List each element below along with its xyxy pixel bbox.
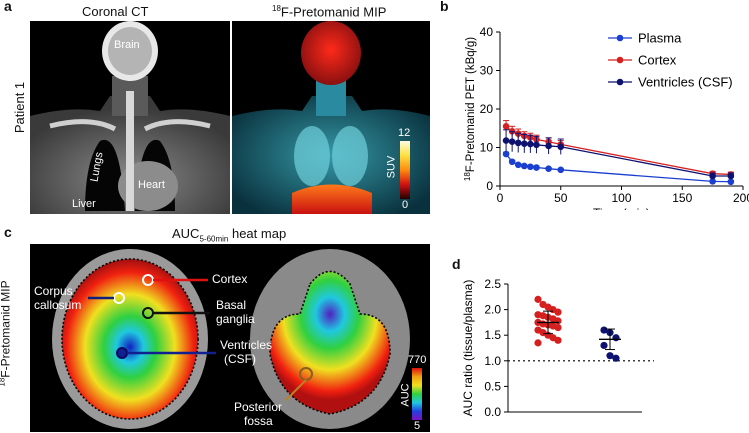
legend-label-0: Plasma	[638, 31, 682, 46]
data-point	[545, 165, 552, 172]
pretomanid-row-label: 18F-Pretomanid MIP	[0, 280, 13, 387]
group-1-point	[600, 341, 608, 350]
legend-label-1: Cortex	[638, 53, 677, 68]
coronal-ct-title: Coronal CT	[82, 4, 149, 19]
region-label-corpus-2: callosum	[34, 298, 82, 312]
panel-d-letter: d	[452, 256, 461, 272]
data-point	[508, 138, 516, 146]
suv-scale-unit: SUV	[385, 155, 398, 179]
y-tick-label: 40	[480, 25, 494, 39]
region-label-posterior-1: Posterior	[234, 400, 283, 414]
data-point	[514, 139, 522, 147]
data-point	[545, 142, 552, 150]
group-0-point	[554, 336, 562, 344]
region-label-basal-1: Basal	[216, 298, 247, 312]
mip-image: 12 0 SUV	[232, 21, 430, 214]
y-tick-label: 10	[480, 141, 494, 155]
auc-heatmap-image: Cortex Corpus callosum Basal ganglia Ven…	[30, 244, 430, 432]
data-point	[709, 178, 716, 185]
data-point	[527, 140, 534, 148]
data-point	[514, 161, 522, 169]
data-point	[533, 141, 540, 149]
y-axis-label-text: F-Pretomanid PET (kBq/g)	[465, 37, 477, 172]
y-tick-label: 2.5	[484, 277, 501, 291]
y-axis-label-sup: 18	[463, 172, 472, 181]
region-label-posterior-2: fossa	[244, 414, 273, 428]
region-label-ventricles-2: (CSF)	[224, 352, 256, 366]
y-axis-label: AUC ratio (tissue/plasma)	[461, 280, 475, 417]
y-tick-label: 0	[486, 179, 493, 193]
group-0-point	[534, 295, 542, 303]
group-1-point	[612, 354, 620, 362]
y-tick-label: 0.0	[484, 405, 501, 419]
x-tick-label: 0	[497, 191, 504, 205]
data-point	[533, 164, 540, 171]
mip-title: 18F-Pretomanid MIP	[272, 4, 387, 20]
legend-marker-0	[616, 34, 624, 42]
data-point	[557, 143, 565, 151]
region-label-ventricles-1: Ventricles	[220, 338, 273, 352]
data-point	[521, 140, 528, 147]
region-label-basal-2: ganglia	[216, 312, 255, 326]
group-1-point	[606, 352, 614, 360]
y-tick-label: 20	[480, 102, 494, 116]
suv-scale-top: 12	[398, 127, 411, 139]
region-label-cortex: Cortex	[212, 272, 248, 286]
organ-label-heart: Heart	[138, 179, 165, 191]
group-1-point	[612, 334, 620, 342]
data-point	[727, 178, 735, 186]
group-0-point	[534, 339, 542, 347]
x-tick-label: 200	[733, 191, 749, 205]
auc-scale-bottom: 5	[414, 420, 421, 432]
legend-marker-2	[616, 78, 624, 86]
x-axis-label: Time (min)	[593, 206, 650, 210]
group-0-point	[554, 308, 562, 316]
group-1-point	[600, 326, 608, 334]
y-tick-label: 1.0	[484, 354, 501, 368]
y-axis-label: 18F-Pretomanid PET (kBq/g)	[463, 37, 477, 181]
data-point	[709, 172, 716, 180]
panel-c-letter: c	[4, 224, 12, 240]
data-point	[727, 172, 735, 180]
suv-scale-bottom: 0	[402, 199, 409, 211]
x-tick-label: 150	[672, 191, 692, 205]
pet-time-activity-chart: 0 10 20 30 40 0 50 100 150 200 Time (min) 18F-Preto…	[463, 25, 749, 210]
auc-scale-top: 770	[408, 354, 427, 366]
panel-a-letter: a	[4, 0, 12, 14]
group-0-point	[554, 323, 562, 332]
organ-label-liver: Liver	[72, 198, 96, 210]
data-point	[521, 162, 528, 170]
auc-heatmap-title: AUC5-60min heat map	[172, 226, 287, 244]
data-point	[502, 123, 510, 130]
panel-b-letter: b	[440, 0, 449, 14]
suv-color-scale	[400, 141, 410, 199]
data-point	[502, 137, 510, 144]
y-tick-label: 0.5	[484, 379, 501, 393]
x-tick-label: 50	[554, 191, 568, 205]
auc-color-scale	[412, 368, 422, 420]
organ-label-brain: Brain	[114, 39, 140, 51]
data-point	[527, 163, 534, 171]
patient-row-label: Patient 1	[12, 81, 28, 134]
data-point	[508, 158, 516, 166]
y-tick-label: 30	[480, 64, 494, 78]
legend-marker-1	[616, 56, 624, 64]
data-point	[502, 150, 510, 158]
data-point	[557, 166, 565, 174]
y-tick-label: 1.5	[484, 328, 501, 342]
auc-ratio-chart: 0.0 0.5 1.0 1.5 2.0 2.5 AUC ratio (tissue/plas…	[461, 277, 654, 419]
auc-scale-unit: AUC	[399, 383, 412, 407]
y-tick-label: 2.0	[484, 303, 501, 317]
region-label-corpus-1: Corpus	[34, 284, 73, 298]
coronal-ct-image: Brain Lungs Heart Liver	[30, 21, 230, 214]
legend-label-2: Ventricles (CSF)	[638, 75, 733, 90]
x-tick-label: 100	[611, 191, 631, 205]
